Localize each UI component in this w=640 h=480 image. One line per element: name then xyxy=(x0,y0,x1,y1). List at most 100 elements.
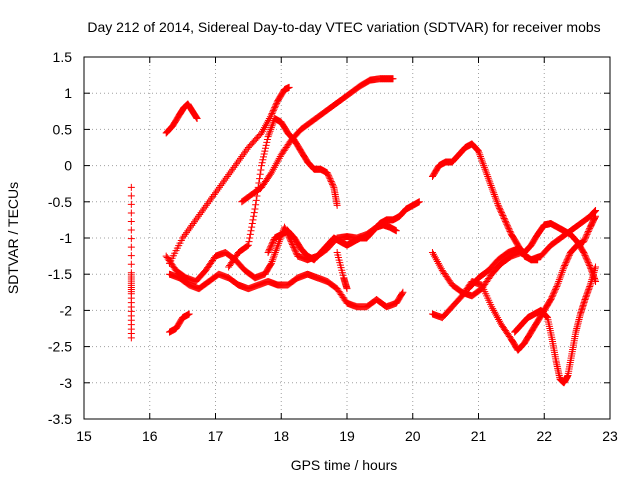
data-point xyxy=(227,167,235,175)
data-point xyxy=(259,156,267,164)
data-point xyxy=(476,151,484,159)
data-point xyxy=(258,162,266,170)
data-point xyxy=(254,188,262,196)
y-tick-label: -3 xyxy=(60,375,73,391)
x-tick-label: 19 xyxy=(339,428,355,444)
data-point xyxy=(213,187,221,195)
data-point xyxy=(562,259,570,267)
data-point xyxy=(127,200,135,208)
data-point xyxy=(555,276,563,284)
data-point xyxy=(589,272,597,280)
data-point xyxy=(585,260,593,268)
data-point xyxy=(249,216,257,224)
data-point xyxy=(209,192,217,200)
data-point xyxy=(239,151,247,159)
data-point xyxy=(580,236,588,244)
data-point xyxy=(542,312,550,320)
data-point xyxy=(478,156,486,164)
x-axis-label: GPS time / hours xyxy=(291,457,398,473)
data-point xyxy=(398,289,406,297)
data-point xyxy=(188,221,196,229)
data-point xyxy=(565,251,573,259)
data-point xyxy=(262,141,270,149)
data-point xyxy=(253,192,261,200)
axis-ticks xyxy=(83,56,611,420)
data-point xyxy=(269,165,277,173)
data-point xyxy=(561,262,569,270)
data-point xyxy=(481,165,489,173)
data-point xyxy=(181,230,189,238)
data-point xyxy=(584,227,592,235)
data-point xyxy=(483,171,491,179)
data-point xyxy=(563,257,571,265)
data-point xyxy=(271,250,279,258)
data-point xyxy=(258,159,266,167)
data-point xyxy=(267,169,275,177)
data-point xyxy=(327,176,335,184)
x-tick-label: 15 xyxy=(76,428,92,444)
data-point xyxy=(585,284,593,292)
data-point xyxy=(475,147,482,155)
data-point xyxy=(500,214,508,222)
data-point xyxy=(240,149,248,157)
data-point xyxy=(323,169,331,177)
data-point xyxy=(222,174,230,182)
data-point xyxy=(127,252,135,260)
data-point xyxy=(585,226,593,234)
data-point xyxy=(290,243,298,251)
data-point xyxy=(192,216,200,224)
data-point xyxy=(231,162,239,170)
data-point xyxy=(582,232,590,240)
data-point xyxy=(586,283,594,291)
chart-title: Day 212 of 2014, Sidereal Day-to-day VTE… xyxy=(87,19,600,35)
data-point xyxy=(257,166,265,174)
data-point xyxy=(275,154,283,162)
data-point xyxy=(584,288,592,296)
data-point xyxy=(267,241,275,249)
data-point xyxy=(267,124,275,132)
data-point xyxy=(255,179,263,187)
data-point xyxy=(127,334,135,342)
data-point xyxy=(489,187,497,195)
data-point xyxy=(496,317,504,325)
data-point xyxy=(212,189,219,197)
series-track-8 xyxy=(264,198,423,264)
data-point xyxy=(274,241,282,249)
data-point xyxy=(486,178,494,186)
data-point xyxy=(429,250,437,258)
data-point xyxy=(289,242,297,250)
data-point xyxy=(264,133,272,141)
data-point xyxy=(256,175,264,183)
data-point xyxy=(267,125,275,133)
data-point xyxy=(327,178,335,186)
data-point xyxy=(543,313,551,321)
data-point xyxy=(479,160,487,168)
data-point xyxy=(266,127,274,135)
series-track-14 xyxy=(511,263,600,387)
data-point xyxy=(260,150,268,158)
data-point xyxy=(590,267,598,275)
data-point xyxy=(389,75,397,83)
data-point xyxy=(183,229,191,237)
data-point xyxy=(261,122,269,130)
data-point xyxy=(590,268,598,276)
y-tick-label: -2 xyxy=(60,302,73,318)
data-point xyxy=(127,243,135,251)
data-point xyxy=(392,227,400,235)
data-point xyxy=(270,105,278,113)
y-tick-label: -1 xyxy=(60,230,73,246)
data-point xyxy=(259,127,267,135)
data-point xyxy=(265,131,273,139)
data-point xyxy=(503,220,511,228)
data-point xyxy=(267,243,275,251)
data-point xyxy=(250,212,258,220)
data-point xyxy=(268,109,276,117)
data-point xyxy=(273,99,281,107)
data-point xyxy=(580,250,588,258)
data-point xyxy=(202,201,210,209)
data-point xyxy=(488,183,496,191)
data-point xyxy=(269,107,277,115)
data-point xyxy=(215,183,223,191)
data-point xyxy=(329,180,337,188)
data-point xyxy=(589,270,597,278)
